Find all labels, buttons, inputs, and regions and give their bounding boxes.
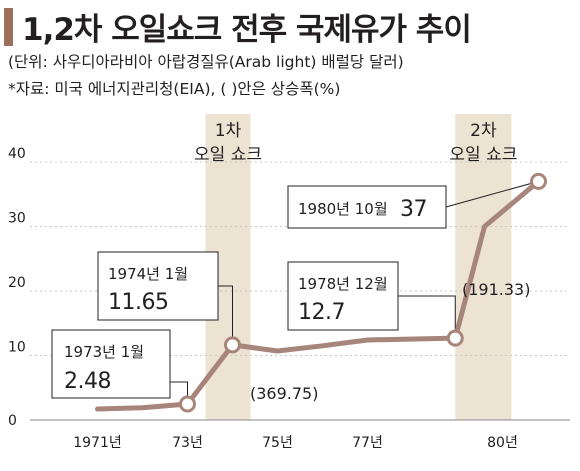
x-tick-label: 1971년 xyxy=(73,435,122,451)
callout-1973-jan: 1973년 1월 2.48 xyxy=(51,329,171,399)
oil-price-line xyxy=(95,178,541,412)
highlight-markers xyxy=(179,172,547,413)
x-tick-label: 73년 xyxy=(172,435,203,451)
y-tick-label: 0 xyxy=(8,413,17,429)
callout-1980-value: 37 xyxy=(400,197,427,222)
callout-1974-jan: 1974년 1월 11.65 xyxy=(97,251,219,321)
second-oil-shock-band xyxy=(455,114,512,420)
x-axis-ticks: 1971년 73년 75년 77년 80년 xyxy=(73,435,518,451)
y-tick-label: 20 xyxy=(8,275,26,291)
callout-leader xyxy=(218,285,233,345)
first-shock-increase-label: (369.75) xyxy=(250,384,318,403)
title-accent-bar xyxy=(4,8,13,46)
callout-1973-value: 2.48 xyxy=(64,369,111,394)
x-tick-label: 75년 xyxy=(262,435,293,451)
data-point-marker xyxy=(446,329,464,347)
callout-1978-date: 1978년 12월 xyxy=(298,275,388,293)
data-point-marker xyxy=(224,336,241,354)
x-tick-label: 77년 xyxy=(352,435,383,451)
callout-1978-value: 12.7 xyxy=(298,300,345,325)
callout-1980-date: 1980년 10월 xyxy=(298,200,388,218)
callout-leader xyxy=(398,295,456,339)
y-tick-label: 10 xyxy=(8,340,26,356)
callout-1980-oct: 1980년 10월 37 xyxy=(287,185,447,229)
callout-1974-date: 1974년 1월 xyxy=(108,265,188,283)
first-shock-label-line1: 1차 xyxy=(215,121,242,141)
chart-subtitle: (단위: 사우디아라비아 아랍경질유(Arab light) 배럴당 달러) xyxy=(8,53,404,71)
callout-1974-value: 11.65 xyxy=(108,290,168,315)
chart-title: 1,2차 오일쇼크 전후 국제유가 추이 xyxy=(22,12,472,48)
callout-leader xyxy=(445,180,539,208)
data-point-marker xyxy=(179,395,196,413)
callout-1978-dec: 1978년 12월 12.7 xyxy=(287,261,399,331)
second-shock-label-line1: 2차 xyxy=(470,121,497,141)
second-shock-label-line2: 오일 쇼크 xyxy=(449,145,517,165)
chart-source-note: *자료: 미국 에너지관리청(EIA), ( )안은 상승폭(%) xyxy=(8,80,341,98)
second-shock-increase-label: (191.33) xyxy=(462,280,530,299)
first-shock-label-line2: 오일 쇼크 xyxy=(194,145,262,165)
y-axis-ticks: 0 10 20 30 40 xyxy=(8,146,26,429)
data-point-marker xyxy=(530,172,547,190)
y-tick-label: 30 xyxy=(8,211,26,227)
x-tick-label: 80년 xyxy=(487,435,518,451)
callout-1973-date: 1973년 1월 xyxy=(64,343,144,361)
y-tick-label: 40 xyxy=(8,146,26,162)
